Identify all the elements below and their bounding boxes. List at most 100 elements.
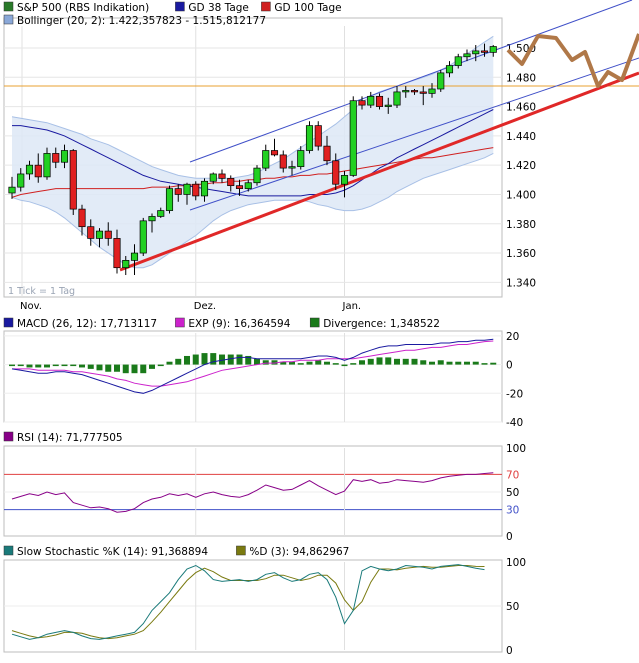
stochastic-legend-label: %D (3): 94,862967	[249, 546, 349, 558]
macd-legend-swatch	[175, 317, 185, 328]
candle-up	[43, 153, 51, 178]
rsi-panel-frame	[3, 445, 503, 537]
candle-down	[314, 125, 322, 147]
macd-line	[11, 338, 494, 394]
divergence-bar	[324, 361, 330, 365]
candle-down	[480, 50, 489, 53]
divergence-bar	[9, 364, 15, 367]
candle-down	[227, 177, 235, 187]
divergence-bar	[411, 358, 418, 365]
divergence-bar	[376, 357, 383, 365]
x-tick-label: Dez.	[194, 301, 216, 312]
divergence-bar	[157, 364, 164, 367]
candle-up	[165, 188, 174, 211]
candle-down	[235, 185, 244, 189]
candle-down	[270, 150, 279, 156]
bollinger-lower-line	[11, 152, 494, 269]
candle-up	[288, 166, 296, 169]
candle-up	[200, 180, 209, 197]
candle-up	[349, 100, 357, 176]
divergence-bar	[315, 360, 322, 365]
candle-up	[445, 65, 454, 74]
stochastic-legend-label: Slow Stochastic %K (14): 91,368894	[17, 546, 208, 558]
divergence-bar	[87, 364, 94, 369]
candle-up	[60, 150, 69, 163]
candle-up	[393, 91, 401, 106]
divergence-bar	[429, 361, 435, 365]
candle-up	[489, 46, 497, 53]
divergence-bar	[280, 361, 287, 365]
candle-up	[472, 50, 480, 55]
divergence-bar	[359, 360, 365, 365]
candle-down	[52, 153, 60, 163]
rsi-line	[11, 472, 494, 513]
y-tick-label: 1.380	[506, 219, 536, 231]
x-tick-label: Nov.	[20, 301, 42, 312]
y-tick-label: 1.360	[506, 248, 536, 260]
divergence-bar	[210, 353, 217, 365]
divergence-bar	[437, 360, 444, 365]
divergence-bar	[289, 361, 295, 365]
y-tick-label: 1.340	[506, 277, 536, 289]
candle-down	[174, 188, 182, 195]
candle-up	[95, 230, 104, 239]
price-legend-swatch	[3, 14, 14, 25]
macd-legend-swatch	[309, 317, 320, 328]
stochastic-legend-swatch	[236, 545, 246, 556]
price-legend-swatch	[3, 1, 14, 12]
divergence-bar	[122, 364, 129, 374]
y-tick-label: 100	[506, 443, 526, 455]
y-tick-label: 50	[506, 601, 519, 613]
channel-upper-line	[189, 0, 633, 163]
divergence-bar	[96, 364, 103, 371]
candle-up	[297, 150, 305, 167]
exp-line	[12, 340, 494, 387]
divergence-bar	[184, 355, 190, 365]
y-tick-label: 0	[506, 531, 513, 543]
candle-down	[34, 164, 42, 178]
divergence-bar	[490, 362, 497, 365]
candle-down	[78, 208, 86, 228]
price-legend-label: GD 38 Tage	[188, 2, 249, 14]
divergence-bar	[402, 358, 409, 365]
y-tick-label: 30	[506, 505, 519, 517]
stochastic-d-line	[11, 565, 485, 640]
divergence-bar	[70, 364, 77, 367]
stochastic-k-line	[11, 564, 485, 640]
divergence-bar	[227, 354, 234, 365]
divergence-bar	[61, 364, 68, 367]
stochastic-legend-swatch	[3, 545, 14, 556]
y-tick-label: -20	[506, 388, 523, 400]
divergence-bar	[472, 361, 479, 365]
candle-down	[218, 173, 226, 179]
divergence-bar	[385, 357, 392, 365]
candle-up	[183, 183, 191, 195]
divergence-bar	[455, 361, 462, 365]
y-tick-label: 1.420	[506, 160, 536, 172]
candle-down	[419, 91, 427, 94]
divergence-bar	[341, 364, 348, 367]
support-trendline	[119, 71, 639, 272]
candle-up	[209, 173, 217, 182]
candle-up	[157, 210, 165, 217]
y-tick-label: 20	[506, 331, 519, 343]
candle-down	[375, 95, 384, 107]
candle-down	[192, 183, 200, 197]
channel-mid-line	[189, 57, 639, 211]
divergence-bar	[236, 354, 243, 365]
price-legend-swatch	[175, 1, 185, 12]
x-tick-label: Jan.	[342, 301, 362, 312]
macd-legend-label: Divergence: 1,348522	[323, 318, 440, 330]
candle-up	[139, 220, 147, 254]
candle-up	[384, 104, 392, 107]
candle-up	[454, 56, 462, 66]
candle-up	[262, 150, 270, 169]
candle-up	[253, 167, 261, 184]
candle-up	[367, 95, 375, 106]
candle-down	[87, 226, 95, 239]
divergence-bar	[481, 363, 488, 365]
candle-up	[8, 186, 16, 194]
y-tick-label: 1.460	[506, 102, 536, 114]
